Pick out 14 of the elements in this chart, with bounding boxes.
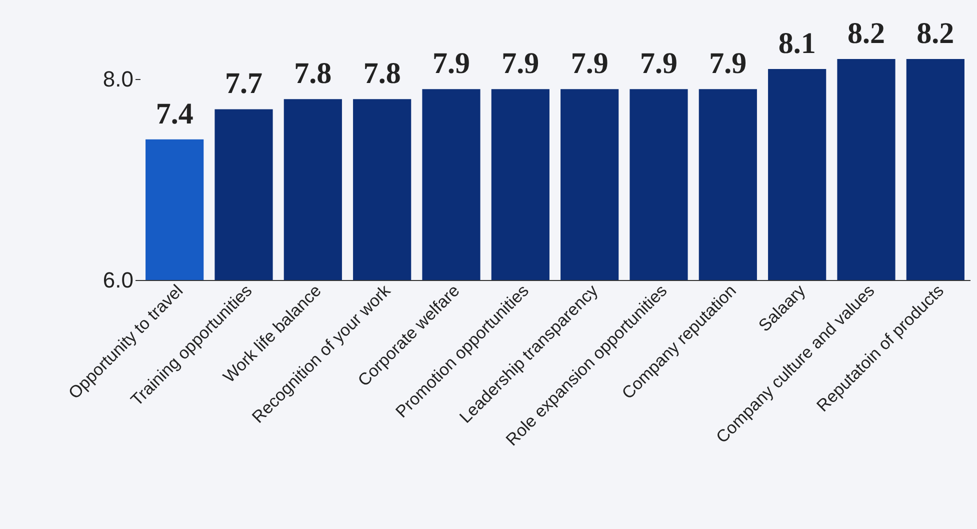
data-label: 7.9 <box>502 47 540 80</box>
data-label: 7.4 <box>156 97 194 130</box>
y-tick-label: 8.0 <box>102 66 134 92</box>
data-label: 7.8 <box>294 57 332 90</box>
data-label: 7.9 <box>570 47 608 80</box>
y-tick-label: 6.0 <box>102 268 134 292</box>
data-label: 7.9 <box>640 47 678 80</box>
data-label: 8.2 <box>916 17 954 50</box>
data-label: 8.1 <box>778 27 816 60</box>
data-label: 7.8 <box>363 57 401 90</box>
data-label: 8.2 <box>848 17 885 50</box>
data-label: 7.7 <box>225 67 262 100</box>
data-label: 7.9 <box>709 47 747 80</box>
data-label: 7.9 <box>432 47 470 80</box>
